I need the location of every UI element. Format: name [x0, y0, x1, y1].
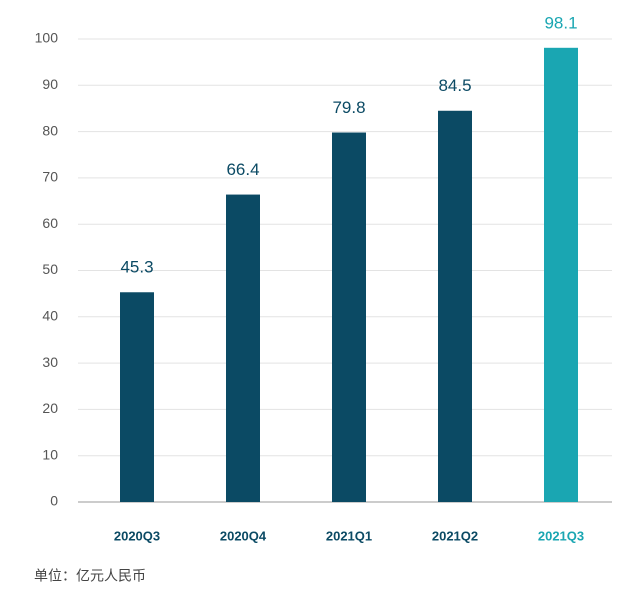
value-label: 79.8	[332, 98, 365, 117]
x-tick-label: 2020Q3	[114, 528, 160, 543]
y-tick-label: 60	[42, 215, 58, 231]
y-tick-label: 70	[42, 169, 58, 185]
y-tick-label: 40	[42, 308, 58, 324]
bar	[120, 292, 154, 502]
value-label: 66.4	[226, 160, 259, 179]
bar	[226, 194, 260, 502]
y-tick-label: 10	[42, 446, 58, 462]
y-tick-label: 0	[50, 493, 58, 509]
unit-note: 单位：亿元人民币	[34, 568, 146, 584]
x-tick-label: 2021Q2	[432, 528, 478, 543]
value-label: 45.3	[120, 258, 153, 277]
x-tick-label: 2020Q4	[220, 528, 267, 543]
y-tick-label: 20	[42, 400, 58, 416]
bar	[438, 110, 472, 502]
y-tick-label: 90	[42, 76, 58, 92]
y-tick-label: 30	[42, 354, 58, 370]
y-tick-label: 100	[35, 30, 59, 46]
bar	[332, 132, 366, 502]
x-tick-label: 2021Q3	[538, 528, 584, 543]
y-tick-label: 80	[42, 122, 58, 138]
value-label: 84.5	[438, 76, 471, 95]
x-tick-label: 2021Q1	[326, 528, 372, 543]
bar	[544, 47, 578, 503]
y-tick-label: 50	[42, 261, 58, 277]
value-label: 98.1	[544, 13, 577, 32]
